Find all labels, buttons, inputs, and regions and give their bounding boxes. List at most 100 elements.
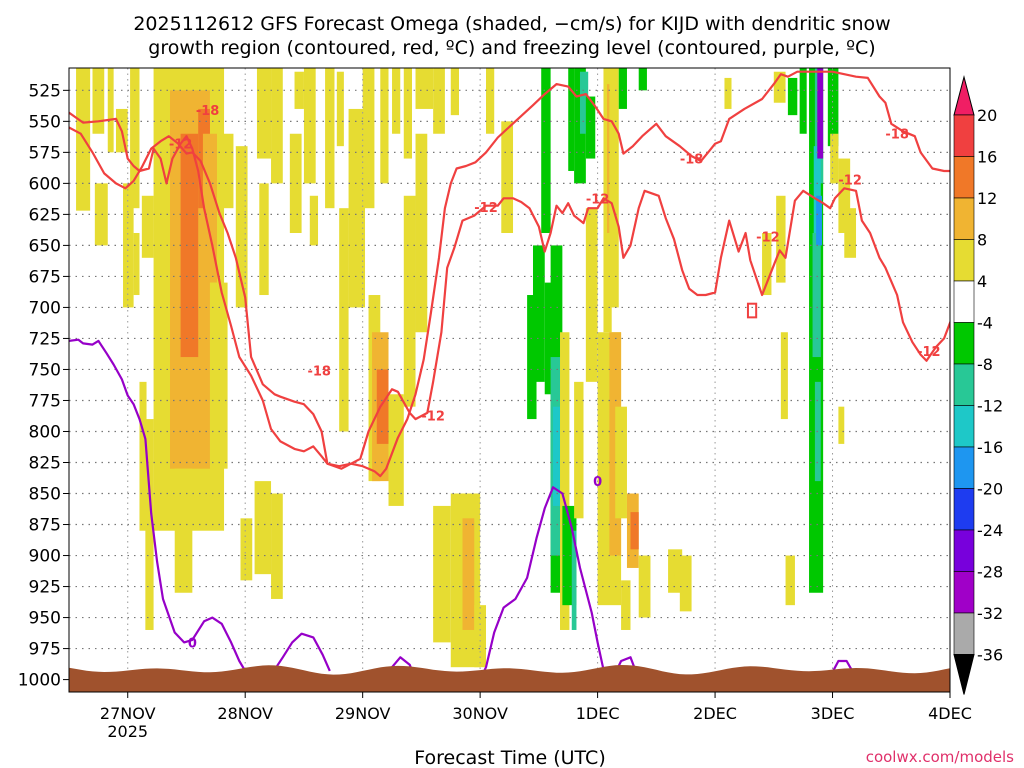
omega-cell: [174, 468, 193, 593]
omega-cell: [380, 68, 389, 184]
colorbar-label: 16: [977, 148, 997, 167]
dgz-contour-label: -12: [917, 345, 941, 360]
y-tick-label: 950: [29, 609, 61, 629]
colorbar-label: -36: [977, 646, 1003, 665]
omega-cell: [579, 71, 589, 134]
omega-cell: [776, 195, 786, 283]
omega-cell: [785, 555, 795, 606]
omega-cell: [817, 68, 824, 159]
colorbar-swatch: [953, 529, 975, 572]
omega-cell: [501, 121, 514, 233]
y-tick-label: 650: [29, 236, 61, 256]
colorbar-label: -20: [977, 480, 1003, 499]
freezing-level-contour-2: [273, 632, 331, 672]
omega-cell: [838, 158, 851, 233]
y-tick-label: 525: [29, 81, 61, 101]
omega-cell: [568, 68, 575, 171]
omega-cell: [560, 332, 570, 630]
omega-cell: [527, 295, 537, 420]
y-tick-label: 625: [29, 205, 61, 225]
dgz-contour-label-text: -12: [838, 174, 862, 189]
freezing-level-contour-4: [479, 486, 605, 681]
x-tick-label: 27NOV: [100, 704, 156, 723]
omega-cell: [133, 232, 140, 296]
dgz-contour-label: -12: [474, 201, 498, 216]
dgz-small-contour: [746, 302, 758, 319]
dgz-contour-label-text: -12: [169, 138, 193, 153]
colorbar-label: 12: [977, 189, 997, 208]
omega-cell: [474, 605, 487, 668]
omega-cell: [621, 580, 631, 630]
colorbar-label: -28: [977, 563, 1003, 582]
colorbar-label: -4: [977, 314, 993, 333]
omega-cell: [679, 555, 692, 612]
omega-cell: [403, 68, 413, 159]
x-tick-label: 29NOV: [335, 704, 391, 723]
omega-cell: [762, 232, 772, 296]
omega-cell: [325, 68, 335, 209]
colorbar-swatch: [953, 322, 975, 365]
dgz-contour-label-text: -18: [885, 128, 909, 143]
omega-cell: [532, 245, 545, 382]
omega-cell: [830, 133, 839, 184]
omega-cell: [585, 208, 598, 382]
dgz-contour-label: -18: [680, 153, 704, 168]
y-tick-label: 600: [29, 174, 61, 194]
dgz-contour-label: -12: [421, 409, 445, 424]
dgz-contour-label-text: -12: [474, 201, 498, 216]
omega-cell: [552, 406, 561, 506]
dgz-contour-label: -12: [169, 138, 193, 153]
y-tick-label: 675: [29, 267, 61, 287]
x-axis-title: Forecast Time (UTC): [414, 747, 605, 768]
omega-cell: [799, 68, 807, 134]
omega-cell: [271, 493, 283, 599]
dgz-contour-label-text: -12: [421, 409, 445, 424]
omega-cell: [816, 195, 822, 246]
x-tick-label: 3DEC: [811, 704, 855, 723]
colorbar-swatch: [953, 612, 975, 655]
omega-cell: [403, 195, 416, 407]
colorbar-bottom-arrow: [953, 654, 975, 695]
colorbar-swatch: [953, 197, 975, 240]
y-tick-label: 575: [29, 143, 61, 163]
dgz-contour-label-text: -18: [307, 365, 331, 380]
colorbar-swatch: [953, 280, 975, 323]
colorbar-swatch: [953, 156, 975, 199]
colorbar-label: -32: [977, 604, 1003, 623]
colorbar-swatch: [953, 405, 975, 448]
terrain: [69, 665, 950, 692]
dgz-contour-label: -18: [885, 128, 909, 143]
omega-cell: [94, 183, 108, 246]
x-tick-label: 28NOV: [217, 704, 273, 723]
dgz-minus18-contour: [69, 70, 950, 478]
colorbar-label: -24: [977, 521, 1003, 540]
omega-cell: [615, 406, 627, 519]
omega-cell: [139, 381, 147, 531]
omega-cell: [844, 208, 857, 258]
omega-cell: [787, 77, 798, 116]
omega-cell: [638, 555, 651, 618]
omega-cell: [574, 381, 584, 519]
dgz-contour-label-text: -18: [196, 104, 220, 119]
dgz-contour-label: -12: [586, 192, 610, 207]
freezing-contour-label: 0: [188, 636, 197, 651]
omega-cell: [240, 518, 253, 581]
colorbar-swatch: [953, 239, 975, 282]
x-tick-label: 30NOV: [452, 704, 508, 723]
y-tick-label: 550: [29, 112, 61, 132]
colorbar-label: -12: [977, 397, 1003, 416]
omega-cell: [339, 208, 349, 432]
omega-cell: [450, 68, 459, 116]
omega-cell: [415, 68, 434, 109]
colorbar-swatch: [953, 114, 975, 157]
omega-cell: [630, 512, 639, 550]
omega-cell: [415, 133, 428, 333]
omega-cell: [618, 68, 627, 109]
omega-cell: [388, 394, 404, 506]
x-year-label: 2025: [107, 722, 148, 741]
omega-cell: [256, 68, 272, 159]
omega-cell: [92, 68, 105, 134]
omega-cell: [235, 146, 248, 308]
omega-cell: [353, 133, 361, 221]
omega-cell: [107, 68, 114, 153]
